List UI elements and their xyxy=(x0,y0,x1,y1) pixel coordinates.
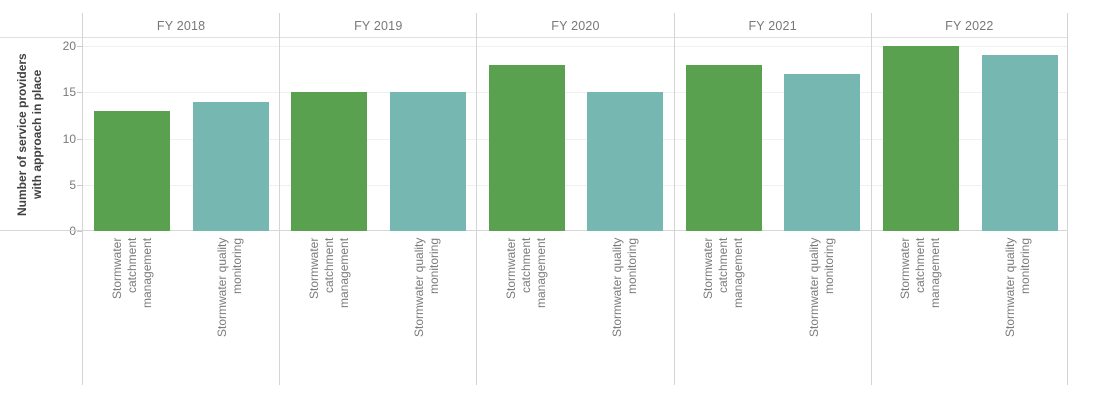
gridline xyxy=(674,92,871,94)
x-axis-category-label: Stormwater catchment management xyxy=(701,238,746,309)
gridline xyxy=(871,46,1067,47)
panel-plot-area xyxy=(83,38,280,231)
y-tick-label: 20 xyxy=(62,39,76,53)
gridline xyxy=(477,92,674,94)
gridline xyxy=(83,184,280,186)
bar-stormwater-catchment-management-fy-2020[interactable] xyxy=(488,64,565,231)
bar-stormwater-catchment-management-fy-2021[interactable] xyxy=(685,64,762,231)
panel-plot-area xyxy=(477,38,674,231)
panel-header-label: FY 2021 xyxy=(748,18,797,33)
x-axis-category-label: Stormwater catchment management xyxy=(306,238,351,309)
x-axis-label-cell: Stormwater quality monitoring xyxy=(969,231,1067,385)
gridline xyxy=(674,184,871,186)
bar-stormwater-quality-monitoring-fy-2019[interactable] xyxy=(390,92,467,231)
bar-stormwater-catchment-management-fy-2018[interactable] xyxy=(94,110,171,231)
x-axis-label-cell: Stormwater catchment management xyxy=(477,231,575,385)
x-axis-label-cell: Stormwater quality monitoring xyxy=(378,231,476,385)
panel-plot-area xyxy=(674,38,871,231)
gridline xyxy=(674,138,871,140)
x-axis-category-label: Stormwater quality monitoring xyxy=(412,238,442,338)
gridline xyxy=(674,46,871,47)
header-divider-line xyxy=(0,37,1068,38)
y-tick-mark xyxy=(77,46,82,47)
gridline xyxy=(477,46,674,47)
gridline xyxy=(83,92,280,94)
gridline xyxy=(477,138,674,140)
x-axis-category-label: Stormwater catchment management xyxy=(503,238,548,309)
gridline xyxy=(871,92,1067,94)
gridline xyxy=(280,92,477,94)
gridline xyxy=(83,46,280,47)
x-axis-labels: Stormwater catchment management Stormwate… xyxy=(477,231,673,385)
x-axis-category-label: Stormwater quality monitoring xyxy=(1003,238,1033,338)
y-tick-label: 15 xyxy=(62,85,76,100)
panel-fy-2021: FY 2021 Stormwater catchment management St… xyxy=(673,13,871,385)
y-tick-mark xyxy=(77,92,82,94)
x-axis-label-cell: Stormwater catchment management xyxy=(280,231,378,385)
x-axis-category-label: Stormwater quality monitoring xyxy=(806,238,836,338)
x-axis-category-label: Stormwater quality monitoring xyxy=(609,238,639,338)
gridline xyxy=(871,184,1067,186)
bar-stormwater-catchment-management-fy-2019[interactable] xyxy=(291,92,368,231)
x-axis-label-cell: Stormwater quality monitoring xyxy=(181,231,279,385)
panel-fy-2019: FY 2019 Stormwater catchment management St… xyxy=(279,13,477,385)
panel-plot-area xyxy=(871,38,1067,231)
panel-fy-2020: FY 2020 Stormwater catchment management St… xyxy=(476,13,674,385)
x-axis-category-label: Stormwater quality monitoring xyxy=(215,238,245,338)
panel-header-label: FY 2020 xyxy=(551,18,600,33)
x-axis-category-label: Stormwater catchment management xyxy=(898,238,943,309)
gridline xyxy=(871,138,1067,140)
y-tick-label: 10 xyxy=(62,131,76,146)
x-axis-labels: Stormwater catchment management Stormwate… xyxy=(675,231,871,385)
bar-stormwater-quality-monitoring-fy-2018[interactable] xyxy=(192,101,269,231)
panel-header-label: FY 2019 xyxy=(354,18,403,33)
panel-fy-2018: FY 2018 Stormwater catchment management St… xyxy=(82,13,280,385)
y-tick-mark xyxy=(77,231,82,232)
x-axis-label-cell: Stormwater quality monitoring xyxy=(575,231,673,385)
y-tick-label: 0 xyxy=(69,224,76,238)
gridline xyxy=(280,46,477,47)
gridline xyxy=(477,184,674,186)
bar-stormwater-quality-monitoring-fy-2020[interactable] xyxy=(587,92,664,231)
x-axis-labels: Stormwater catchment management Stormwate… xyxy=(872,231,1067,385)
y-tick-mark xyxy=(77,138,82,140)
gridline xyxy=(280,138,477,140)
panel-fy-2022: FY 2022 Stormwater catchment management St… xyxy=(870,13,1068,385)
bar-stormwater-quality-monitoring-fy-2022[interactable] xyxy=(981,55,1058,231)
y-tick-mark xyxy=(77,184,82,186)
chart-panels: FY 2018 Stormwater catchment management St… xyxy=(82,13,1068,385)
x-axis-label-cell: Stormwater catchment management xyxy=(872,231,970,385)
bar-stormwater-catchment-management-fy-2022[interactable] xyxy=(883,46,960,231)
panel-header-label: FY 2022 xyxy=(945,18,994,33)
gridline xyxy=(280,184,477,186)
gridline xyxy=(83,138,280,140)
y-tick-label: 5 xyxy=(69,177,76,192)
bar-stormwater-quality-monitoring-fy-2021[interactable] xyxy=(784,73,861,231)
panel-plot-area xyxy=(280,38,477,231)
x-axis-category-label: Stormwater catchment management xyxy=(109,238,154,309)
x-axis-label-cell: Stormwater catchment management xyxy=(83,231,181,385)
x-axis-labels: Stormwater catchment management Stormwate… xyxy=(83,231,279,385)
x-axis-label-cell: Stormwater quality monitoring xyxy=(773,231,871,385)
panel-header-label: FY 2018 xyxy=(156,18,206,33)
x-axis-labels: Stormwater catchment management Stormwate… xyxy=(280,231,476,385)
x-axis-label-cell: Stormwater catchment management xyxy=(675,231,773,385)
